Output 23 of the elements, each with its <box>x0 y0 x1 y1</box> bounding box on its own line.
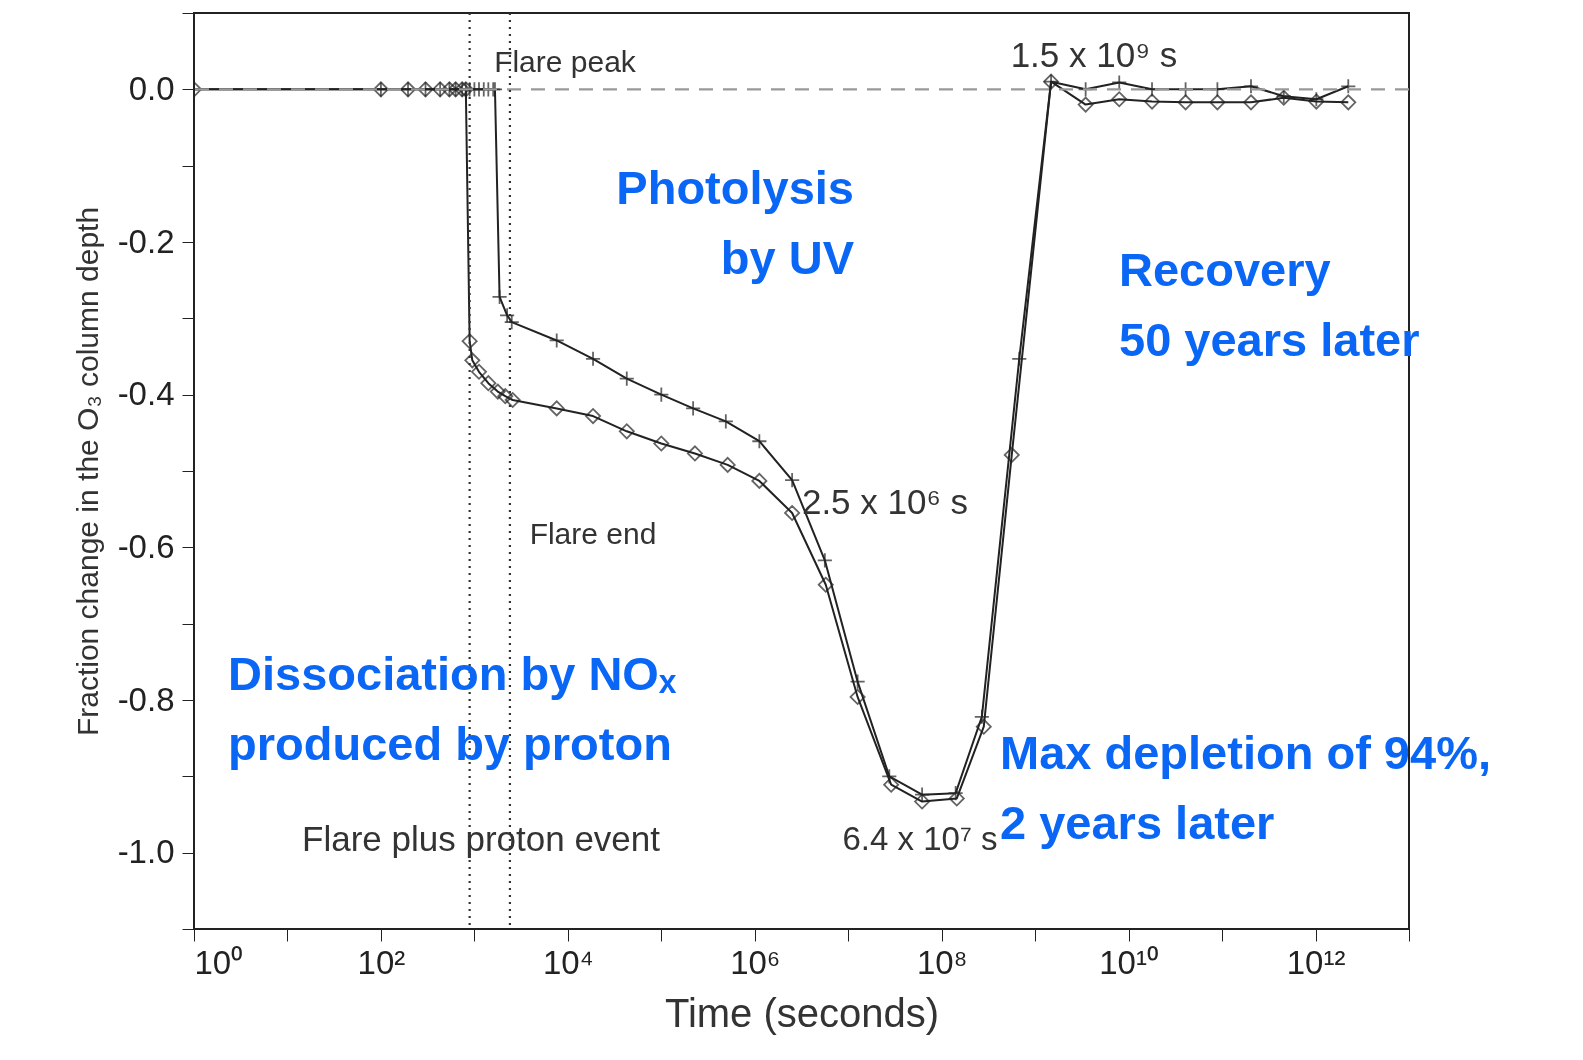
annotation: Dissociation by NOₓ produced by proton <box>228 647 677 770</box>
x-tick-label: 10⁶ <box>730 943 781 981</box>
annotation: Flare peak <box>494 45 637 78</box>
annotation: Photolysis by UV <box>616 161 855 284</box>
x-tick-label: 10⁸ <box>916 943 968 981</box>
y-axis-title: Fraction change in the O₃ column depth <box>70 206 104 737</box>
y-tick-label: -0.2 <box>117 222 175 260</box>
x-tick-label: 10¹⁰ <box>1099 943 1159 981</box>
annotation: 6.4 x 10⁷ s <box>842 820 998 857</box>
x-tick-label: 10⁰ <box>194 943 244 981</box>
annotation: 1.5 x 10⁹ s <box>1010 35 1178 74</box>
x-tick-label: 10² <box>357 943 406 981</box>
y-tick-label: 0.0 <box>128 69 175 107</box>
annotation: Flare end <box>529 517 657 550</box>
x-axis-title: Time (seconds) <box>664 990 940 1035</box>
y-tick-label: -0.4 <box>117 375 175 413</box>
x-tick-label: 10⁴ <box>542 943 594 981</box>
y-tick-label: -0.6 <box>117 527 175 565</box>
annotation: Flare plus proton event <box>302 819 661 858</box>
y-tick-label: -0.8 <box>117 680 175 718</box>
x-tick-label: 10¹² <box>1286 943 1346 981</box>
y-tick-label: -1.0 <box>117 833 175 871</box>
annotation: 2.5 x 10⁶ s <box>801 482 969 521</box>
